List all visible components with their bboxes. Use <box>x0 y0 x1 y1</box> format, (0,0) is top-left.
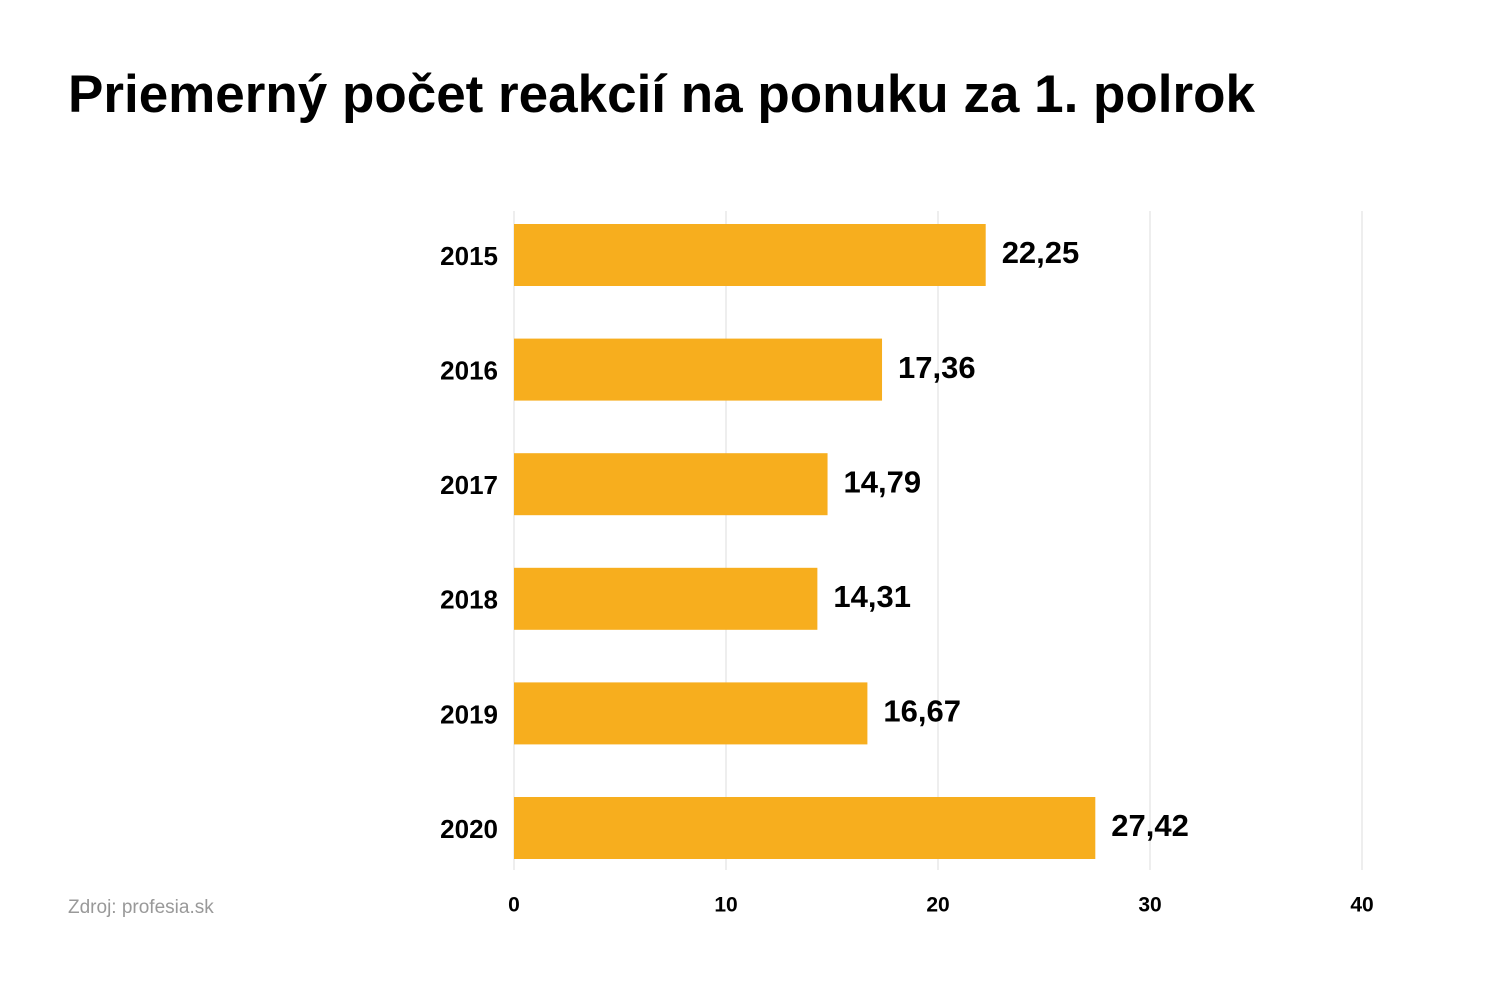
bar <box>514 453 828 516</box>
value-label: 22,25 <box>1002 235 1080 270</box>
bar <box>514 567 818 630</box>
value-label: 17,36 <box>898 350 976 385</box>
bar <box>514 682 868 745</box>
value-label: 16,67 <box>883 694 961 729</box>
y-tick-label: 2017 <box>440 470 498 500</box>
value-label: 27,42 <box>1111 808 1189 843</box>
y-tick-label: 2019 <box>440 699 498 729</box>
y-tick-label: 2018 <box>440 585 498 615</box>
value-label: 14,31 <box>833 579 911 614</box>
x-tick-label: 30 <box>1138 894 1161 917</box>
y-tick-label: 2016 <box>440 355 498 385</box>
y-tick-label: 2020 <box>440 814 498 844</box>
bar <box>514 338 883 401</box>
value-label: 14,79 <box>844 464 922 499</box>
x-tick-label: 40 <box>1350 894 1373 917</box>
x-tick-label: 20 <box>926 894 949 917</box>
x-tick-label: 0 <box>508 894 520 917</box>
bar <box>514 224 986 286</box>
x-tick-label: 10 <box>714 894 737 917</box>
y-tick-label: 2015 <box>440 241 498 271</box>
chart-title: Priemerný počet reakcií na ponuku za 1. … <box>68 65 1256 124</box>
bar <box>514 797 1096 859</box>
source-note: Zdroj: profesia.sk <box>68 897 214 918</box>
